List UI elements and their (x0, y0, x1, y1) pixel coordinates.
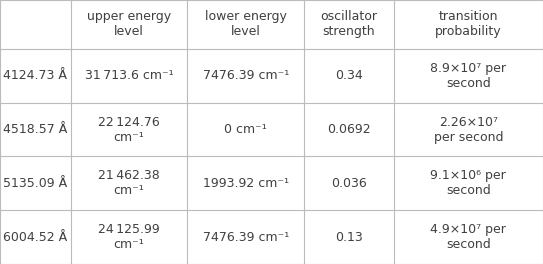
Text: oscillator
strength: oscillator strength (320, 10, 377, 39)
Text: 7476.39 cm⁻¹: 7476.39 cm⁻¹ (203, 231, 289, 244)
Text: transition
probability: transition probability (435, 10, 502, 39)
Text: 0.0692: 0.0692 (327, 123, 371, 136)
Text: lower energy
level: lower energy level (205, 10, 287, 39)
Text: 0.34: 0.34 (335, 69, 363, 82)
Text: 31 713.6 cm⁻¹: 31 713.6 cm⁻¹ (85, 69, 173, 82)
Text: 2.26×10⁷
per second: 2.26×10⁷ per second (434, 116, 503, 144)
Text: 1993.92 cm⁻¹: 1993.92 cm⁻¹ (203, 177, 289, 190)
Text: 4.9×10⁷ per
second: 4.9×10⁷ per second (431, 223, 506, 251)
Text: 0 cm⁻¹: 0 cm⁻¹ (224, 123, 267, 136)
Text: 9.1×10⁶ per
second: 9.1×10⁶ per second (431, 169, 506, 197)
Text: 6004.52 Å: 6004.52 Å (3, 231, 67, 244)
Text: 5135.09 Å: 5135.09 Å (3, 177, 67, 190)
Text: 24 125.99
cm⁻¹: 24 125.99 cm⁻¹ (98, 223, 160, 251)
Text: 0.13: 0.13 (335, 231, 363, 244)
Text: 8.9×10⁷ per
second: 8.9×10⁷ per second (431, 62, 506, 90)
Text: 22 124.76
cm⁻¹: 22 124.76 cm⁻¹ (98, 116, 160, 144)
Text: 21 462.38
cm⁻¹: 21 462.38 cm⁻¹ (98, 169, 160, 197)
Text: 4518.57 Å: 4518.57 Å (3, 123, 67, 136)
Text: 7476.39 cm⁻¹: 7476.39 cm⁻¹ (203, 69, 289, 82)
Text: upper energy
level: upper energy level (87, 10, 171, 39)
Text: 0.036: 0.036 (331, 177, 367, 190)
Text: 4124.73 Å: 4124.73 Å (3, 69, 67, 82)
